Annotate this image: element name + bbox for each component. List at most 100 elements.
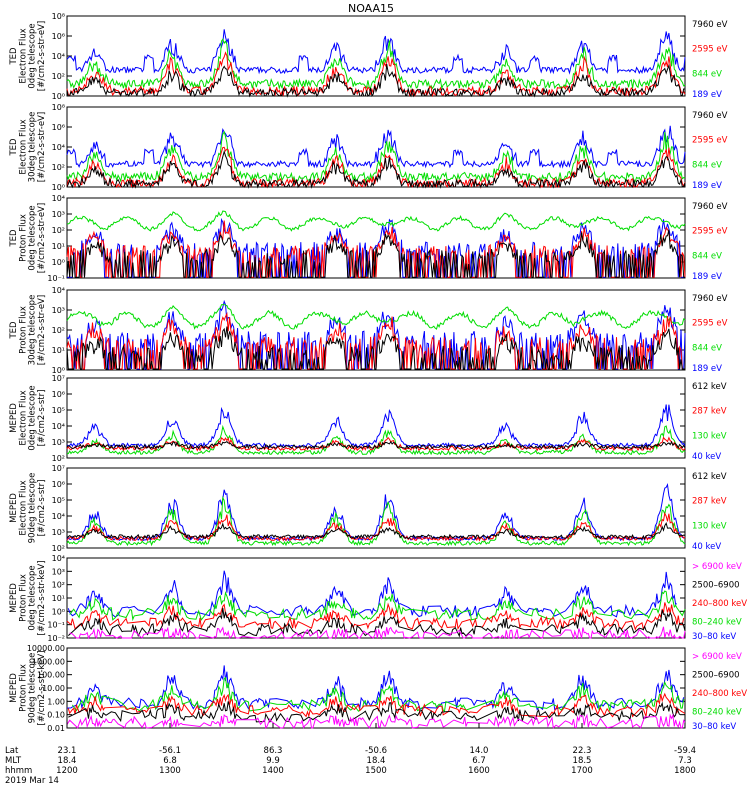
series-black xyxy=(66,440,686,451)
legend-entry: 7960 eV xyxy=(692,111,728,121)
y-axis-label-line: MEPED xyxy=(9,403,19,433)
x-tick-lat: 14.0 xyxy=(470,746,489,756)
y-axis-label-line: [#/cm2-s-str-eV] xyxy=(37,112,47,182)
legend-entry: 844 eV xyxy=(692,343,722,353)
series-blue xyxy=(66,482,686,542)
y-axis-label-line: 0deg telescope xyxy=(28,23,38,88)
series-green xyxy=(67,210,686,232)
x-tick-hhmm: 1500 xyxy=(365,766,387,776)
y-tick-label: 10² xyxy=(52,226,65,235)
y-tick-label: 10⁶ xyxy=(52,390,65,399)
y-tick-label: 10⁻² xyxy=(47,634,65,643)
y-axis-label-line: [#/cm2-s-str] xyxy=(37,480,47,537)
y-tick-label: 10⁻¹ xyxy=(47,274,65,283)
y-tick-label: 10² xyxy=(52,454,65,463)
y-axis-label-line: 90deg telescope xyxy=(28,473,38,544)
panel-ted-proton-30: 10⁰ 10¹ 10² 10³ 10⁴ TEDProton Flux30deg teles… xyxy=(9,286,727,375)
legend-entry: 30–80 keV xyxy=(692,632,736,642)
series-green xyxy=(66,304,686,330)
y-axis-label-line: [#/cm2-s-str-eV] xyxy=(37,295,47,365)
x-tick-lat: 23.1 xyxy=(58,746,77,756)
y-axis-label-line: MEPED xyxy=(9,673,19,703)
x-tick-lat: -50.6 xyxy=(365,746,387,756)
y-tick-label: 10³ xyxy=(52,438,65,447)
y-tick-label: 0.01 xyxy=(47,724,65,733)
plot-frame xyxy=(66,647,686,729)
y-axis-label-line: [#/cm2-s-str-eV] xyxy=(37,21,47,91)
y-tick-label: 10¹ xyxy=(52,594,65,603)
panel-meped-proton-0: 10⁻² 10⁻¹ 10⁰ 10¹ 10² 10³ 10⁴ MEPEDProton Flux0… xyxy=(9,554,747,643)
y-tick-label: 10² xyxy=(52,544,65,553)
x-tick-hhmm: 1600 xyxy=(468,766,490,776)
y-tick-label: 10⁵ xyxy=(52,406,65,415)
y-axis-label-line: Proton Flux xyxy=(18,214,28,262)
legend-entry: 189 eV xyxy=(692,181,722,191)
y-axis-label-line: 0deg telescope xyxy=(28,565,38,630)
x-tick-lat: 86.3 xyxy=(264,746,283,756)
y-axis-label-line: [#/cm2-s-str-keV] xyxy=(37,561,47,636)
x-row-label: MLT xyxy=(5,756,22,766)
series-blue xyxy=(66,665,685,712)
legend-entry: 844 eV xyxy=(692,251,722,261)
y-axis-label: MEPEDElectron Flux90deg telescope[#/cm2-… xyxy=(9,473,47,544)
y-axis-label-line: [#/cm2-s-str-eV] xyxy=(37,203,47,273)
series-blue xyxy=(66,29,686,75)
y-tick-label: 10¹ xyxy=(52,346,65,355)
y-tick-label: 10⁴ xyxy=(52,422,65,431)
y-axis-label: TEDProton Flux30deg telescope[#/cm2-s-st… xyxy=(9,295,47,366)
legend-entry: 2500–6900 xyxy=(692,581,740,591)
series-blue xyxy=(66,404,686,449)
x-row-label: Lat xyxy=(5,746,19,756)
y-tick-label: 0.10 xyxy=(47,711,65,720)
legend-entry: 40 keV xyxy=(692,452,721,462)
series-black xyxy=(66,522,686,540)
y-axis-label-line: [#/cm2-s-str-keV] xyxy=(37,651,47,726)
y-axis-label-line: 0deg telescope xyxy=(28,385,38,450)
plot-frame xyxy=(66,377,686,459)
y-tick-label: 1000.00 xyxy=(32,657,65,666)
y-tick-label: 10² xyxy=(52,163,65,172)
series-black xyxy=(67,607,686,638)
legend-entry: 80–240 keV xyxy=(692,708,742,718)
legend-entry: 40 keV xyxy=(692,542,721,552)
x-row-label: hhmm xyxy=(5,766,32,776)
y-tick-label: 10⁸ xyxy=(52,103,65,112)
legend-entry: 189 eV xyxy=(692,272,722,282)
x-tick-lat: -59.4 xyxy=(674,746,696,756)
series-magenta xyxy=(69,626,686,640)
legend-entry: 240–800 keV xyxy=(692,689,747,699)
y-axis-label-line: 0deg telescope xyxy=(28,205,38,270)
series-blue xyxy=(66,125,686,169)
y-tick-label: 10⁴ xyxy=(52,286,65,295)
x-tick-hhmm: 1300 xyxy=(159,766,181,776)
series-blue xyxy=(67,570,678,619)
legend-entry: 7960 eV xyxy=(692,202,728,212)
legend-entry: 287 keV xyxy=(692,407,727,417)
x-tick-lat: -56.1 xyxy=(159,746,181,756)
y-axis-label-line: Electron Flux xyxy=(18,119,28,174)
y-axis-label-line: 30deg telescope xyxy=(28,112,38,183)
y-tick-label: 10² xyxy=(52,326,65,335)
panel-ted-electron-30: 10⁰ 10² 10⁴ 10⁶ 10⁸ TEDElectron Flux30deg tel… xyxy=(9,103,727,192)
series-red xyxy=(66,602,685,631)
legend-entry: 287 keV xyxy=(692,497,727,507)
legend-entry: 189 eV xyxy=(692,364,722,374)
x-tick-mlt: 6.7 xyxy=(472,756,486,766)
x-tick-mlt: 7.3 xyxy=(678,756,692,766)
y-tick-label: 100.00 xyxy=(37,671,65,680)
y-tick-label: 10⁴ xyxy=(52,52,65,61)
legend-entry: 7960 eV xyxy=(692,20,728,30)
y-axis-label-line: MEPED xyxy=(9,493,19,523)
series-black xyxy=(66,326,685,370)
panel-meped-electron-90: 10² 10³ 10⁴ 10⁵ 10⁶ 10⁷ MEPEDElectron Flux90de… xyxy=(9,464,727,553)
y-tick-label: 10⁴ xyxy=(52,143,65,152)
y-axis-label-line: Electron Flux xyxy=(18,390,28,445)
x-row-label: 2019 Mar 14 xyxy=(5,776,59,786)
series-green xyxy=(66,38,686,91)
y-tick-label: 1.00 xyxy=(47,697,65,706)
y-tick-label: 10² xyxy=(52,581,65,590)
legend-entry: 2595 eV xyxy=(692,45,728,55)
y-axis-label-line: Proton Flux xyxy=(18,306,28,354)
legend-entry: 2500–6900 xyxy=(692,671,740,681)
